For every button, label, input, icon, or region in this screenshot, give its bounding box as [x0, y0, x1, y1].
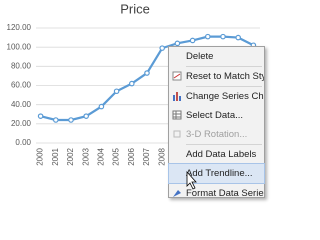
menu-item[interactable]: Select Data...	[169, 106, 264, 125]
x-tick-label: 2006	[127, 147, 136, 165]
y-tick-label: 60.00	[11, 81, 32, 90]
data-point	[174, 40, 181, 47]
data-point	[144, 70, 150, 76]
icon	[173, 130, 181, 138]
screen: Price 0.00 20.00 40.00 60.00 80.00 100.00 120.…	[6, 1, 265, 199]
menu-label: Select Data...	[186, 110, 244, 121]
icon	[173, 190, 181, 197]
icon	[172, 71, 182, 81]
data-point	[220, 33, 226, 40]
chart: Price 0.00 20.00 40.00 60.00 80.00 100.00 120.…	[7, 1, 260, 166]
menu-item[interactable]: Change Series Char	[169, 87, 264, 106]
menu-item[interactable]: Delete	[169, 47, 264, 66]
menu-item[interactable]: Reset to Match Styl	[169, 67, 264, 86]
x-tick-label: 2004	[97, 147, 106, 165]
data-point	[189, 37, 196, 44]
y-tick-label: 40.00	[11, 100, 32, 109]
x-tick-label: 2008	[157, 147, 166, 165]
x-tick-label: 2003	[81, 147, 90, 165]
data-point	[83, 113, 90, 119]
menu-item[interactable]: Add Trendline...	[168, 163, 265, 184]
menu-item[interactable]: Format Data Series...	[169, 184, 264, 203]
x-tick-label: 2007	[142, 147, 151, 165]
data-point	[52, 117, 59, 123]
menu-label: Change Series Char	[186, 91, 264, 102]
y-tick-label: 20.00	[11, 119, 32, 128]
data-point	[205, 33, 211, 40]
menu-label: Format Data Series...	[186, 188, 264, 199]
data-point	[159, 45, 166, 51]
icon	[172, 110, 182, 120]
separator	[186, 144, 262, 145]
menu-label: Add Data Labels	[186, 149, 257, 160]
data-point	[235, 34, 242, 41]
menu-label: Reset to Match Styl	[186, 71, 264, 82]
separator	[186, 66, 262, 67]
y-tick-label: 80.00	[11, 61, 32, 70]
data-point	[98, 103, 105, 110]
icon	[173, 92, 181, 101]
data-point	[113, 88, 120, 95]
separator	[186, 183, 262, 184]
data-point	[68, 117, 74, 123]
menu-item: 3-D Rotation...	[169, 125, 264, 144]
menu-item[interactable]: Add Data Labels	[169, 145, 264, 164]
y-tick-label: 100.00	[7, 42, 32, 51]
x-tick-label: 2000	[36, 147, 45, 165]
context-menu: Delete Reset to Match Styl Change Series…	[168, 46, 265, 199]
menu-label: Add Trendline...	[186, 168, 253, 179]
menu-label: 3-D Rotation...	[186, 129, 248, 140]
x-tick-label: 2005	[112, 147, 121, 165]
separator	[186, 86, 262, 87]
icon	[172, 51, 182, 61]
data-point	[37, 113, 44, 119]
x-tick-label: 2002	[66, 147, 75, 165]
y-tick-label: 120.00	[7, 23, 32, 32]
chart-title: Price	[120, 1, 150, 16]
x-tick-label: 2001	[51, 147, 60, 165]
data-point	[129, 80, 135, 87]
y-tick-label: 0.00	[15, 138, 31, 147]
menu-label: Delete	[186, 51, 214, 62]
